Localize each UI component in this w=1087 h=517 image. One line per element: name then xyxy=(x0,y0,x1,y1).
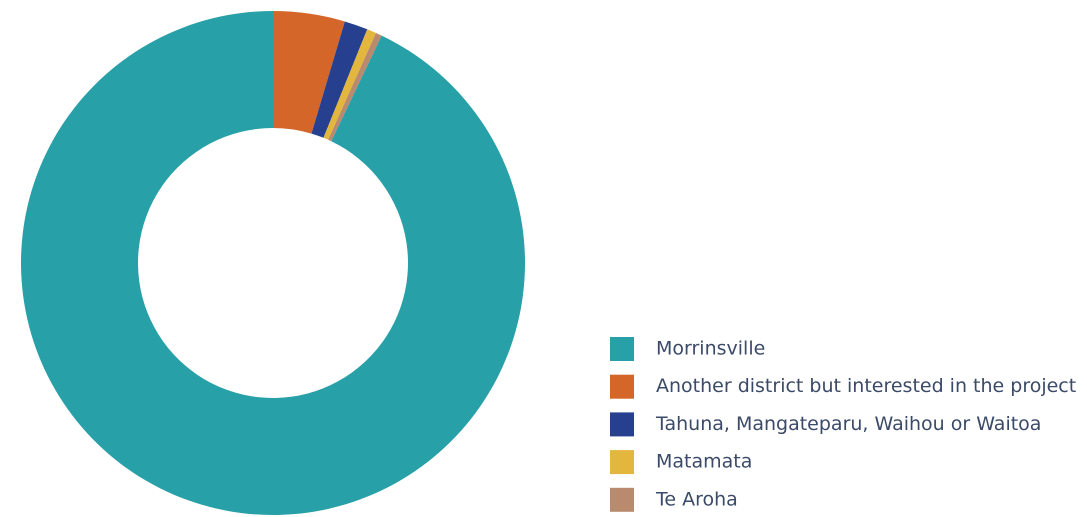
donut-slice xyxy=(21,11,526,515)
legend-swatch xyxy=(610,374,634,399)
legend-label: Another district but interested in the p… xyxy=(656,375,1076,397)
legend-label: Morrinsville xyxy=(656,338,765,360)
legend-label: Tahuna, Mangateparu, Waihou or Waitoa xyxy=(655,413,1041,435)
donut-slice xyxy=(328,33,382,142)
donut-slice xyxy=(273,11,345,134)
donut-slice xyxy=(323,29,376,140)
donut-slice xyxy=(311,21,368,138)
legend-label: Te Aroha xyxy=(655,488,738,510)
legend-label: Matamata xyxy=(656,451,752,473)
legend-swatch xyxy=(610,412,634,437)
legend-swatch xyxy=(610,450,634,475)
legend-swatch xyxy=(610,487,634,512)
legend-swatch xyxy=(610,337,634,361)
